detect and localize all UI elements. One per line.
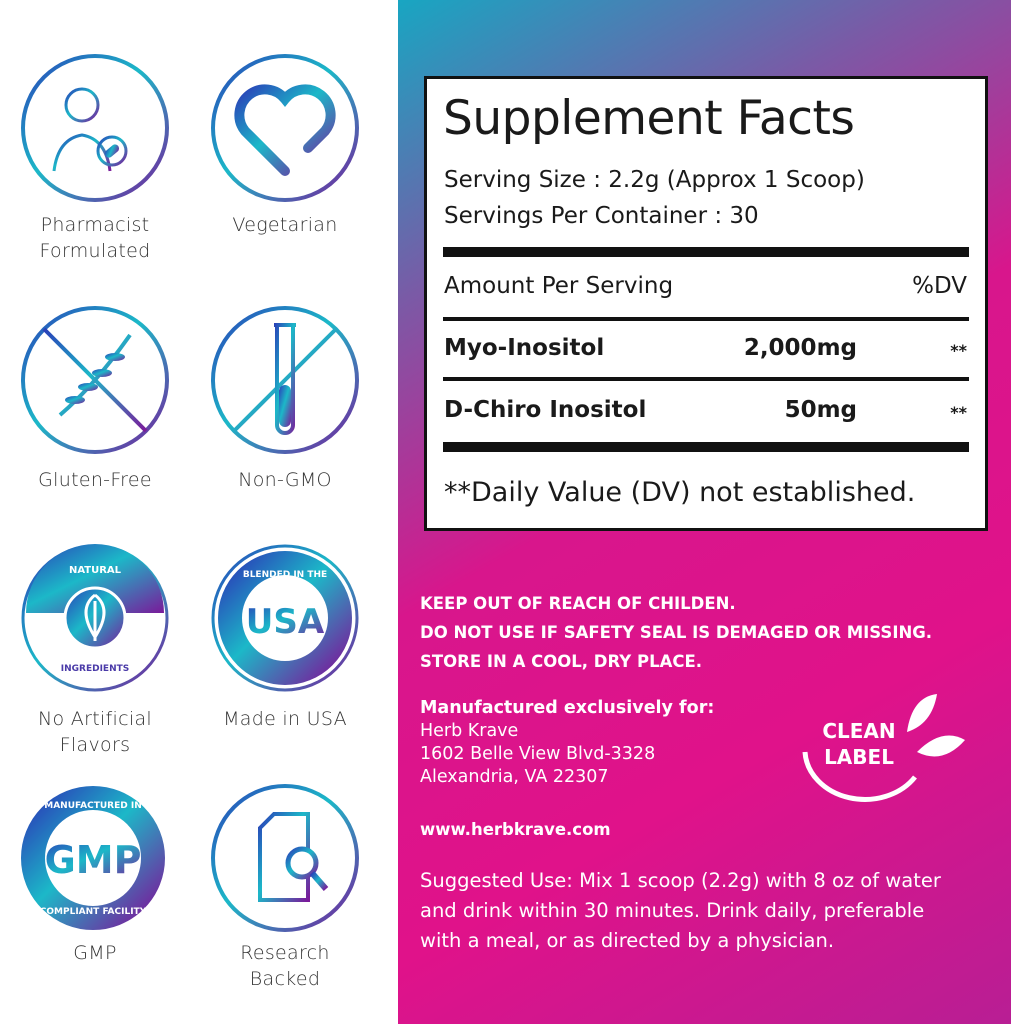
- servings-per-container: Servings Per Container : 30: [444, 203, 759, 229]
- heart-icon: [211, 54, 359, 202]
- website: www.herbkrave.com: [420, 820, 611, 839]
- amount-header: Amount Per Serving: [444, 273, 674, 299]
- badge-label-non-gmo: Non-GMO: [238, 469, 332, 491]
- clean-label-logo: CLEAN LABEL: [802, 694, 965, 802]
- wheat-crossed-icon: [21, 306, 169, 454]
- manufacturer-info: Manufactured exclusively for: Herb Krave…: [420, 697, 714, 789]
- svg-text:GMP: GMP: [45, 838, 142, 882]
- serving-size: Serving Size : 2.2g (Approx 1 Scoop): [444, 167, 865, 193]
- badge-label-no-artificial-flavors: No Artificial Flavors: [38, 708, 152, 756]
- nutrient-dv: **: [950, 341, 967, 360]
- nutrient-name: Myo-Inositol: [444, 335, 605, 361]
- warning-text: STORE IN A COOL, DRY PLACE.: [420, 652, 702, 671]
- document-search-icon: [211, 784, 359, 932]
- svg-text:LABEL: LABEL: [824, 745, 894, 769]
- usa-seal-icon: BLENDED IN THE USA: [211, 544, 359, 692]
- svg-text:COMPLIANT FACILITY: COMPLIANT FACILITY: [40, 907, 147, 917]
- badge-panel: Pharmacist Formulated Vegetarian Gluten-F…: [0, 0, 398, 1024]
- facts-title: Supplement Facts: [443, 91, 855, 146]
- svg-text:CLEAN: CLEAN: [822, 719, 895, 743]
- dv-header: %DV: [912, 273, 967, 299]
- warning-text: DO NOT USE IF SAFETY SEAL IS DEMAGED OR …: [420, 623, 933, 642]
- badge-label-gmp: GMP: [73, 942, 117, 964]
- suggested-use-line: Suggested Use: Mix 1 scoop (2.2g) with 8…: [420, 869, 941, 892]
- nutrient-dv: **: [950, 403, 967, 422]
- footnote: **Daily Value (DV) not established.: [444, 477, 916, 508]
- nutrient-name: D-Chiro Inositol: [444, 397, 647, 423]
- badge-label-pharmacist: Pharmacist Formulated: [39, 214, 151, 262]
- badge-label-gluten-free: Gluten-Free: [38, 469, 152, 491]
- warning-text: KEEP OUT OF REACH OF CHILDEN.: [420, 594, 736, 613]
- suggested-use-line: with a meal, or as directed by a physici…: [420, 929, 835, 952]
- badge-label-vegetarian: Vegetarian: [232, 214, 338, 236]
- manufacturer-line: Manufactured exclusively for:: [420, 698, 715, 718]
- manufacturer-line: Alexandria, VA 22307: [420, 767, 609, 787]
- svg-text:USA: USA: [246, 602, 325, 642]
- svg-text:NATURAL: NATURAL: [69, 565, 122, 576]
- suggested-use-line: and drink within 30 minutes. Drink daily…: [420, 899, 925, 922]
- manufacturer-line: 1602 Belle View Blvd-3328: [420, 744, 656, 764]
- manufacturer-line: Herb Krave: [420, 721, 519, 741]
- badge-label-made-in-usa: Made in USA: [223, 708, 347, 730]
- svg-text:INGREDIENTS: INGREDIENTS: [61, 664, 129, 674]
- warnings: KEEP OUT OF REACH OF CHILDEN. DO NOT USE…: [420, 589, 932, 676]
- divider: [443, 377, 969, 381]
- suggested-use: Suggested Use: Mix 1 scoop (2.2g) with 8…: [420, 866, 941, 956]
- divider-thick: [443, 247, 969, 257]
- badge-label-research-backed: Research Backed: [240, 942, 330, 990]
- nutrient-amount: 50mg: [784, 397, 857, 423]
- gmp-seal-icon: MANUFACTURED IN GMP COMPLIANT FACILITY: [21, 786, 165, 930]
- divider: [443, 317, 969, 321]
- supplement-facts-box: Supplement Facts Serving Size : 2.2g (Ap…: [424, 76, 988, 531]
- divider-thick: [443, 442, 969, 452]
- svg-text:MANUFACTURED IN: MANUFACTURED IN: [44, 801, 141, 811]
- svg-text:BLENDED IN THE: BLENDED IN THE: [243, 570, 327, 580]
- leaf-seal-icon: NATURAL INGREDIENTS: [21, 544, 169, 692]
- pharmacist-icon: [21, 54, 169, 202]
- test-tube-crossed-icon: [211, 306, 359, 454]
- nutrient-amount: 2,000mg: [743, 335, 857, 361]
